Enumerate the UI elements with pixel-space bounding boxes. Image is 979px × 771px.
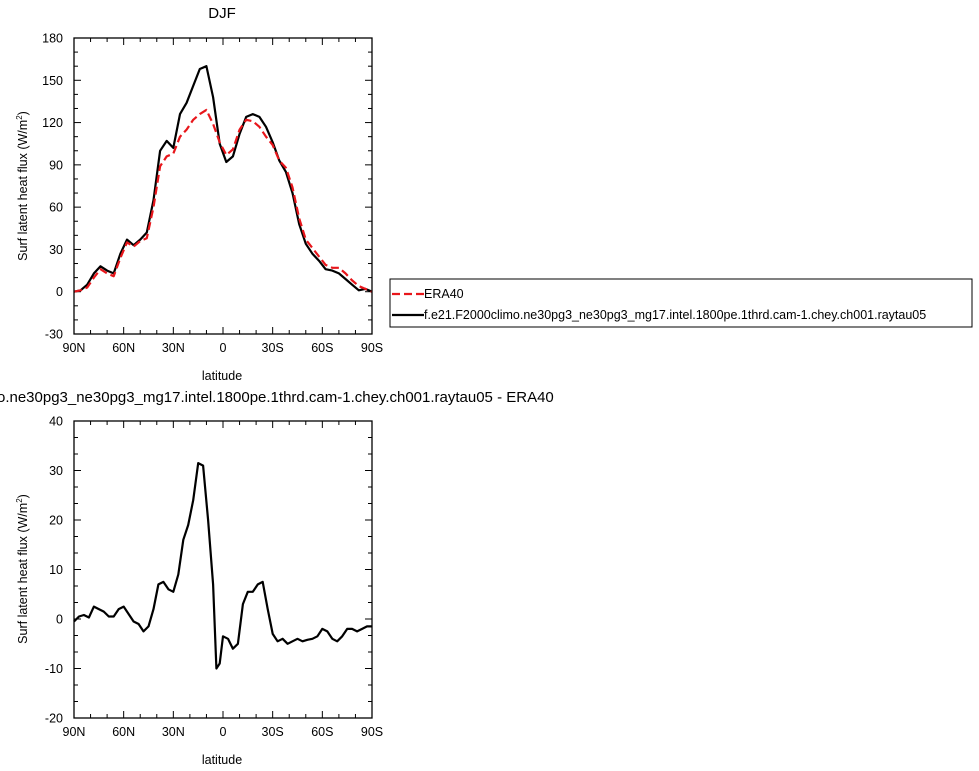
top-x-axis-label: latitude — [202, 369, 242, 383]
top-x-tick-label: 0 — [220, 341, 227, 355]
top-x-tick-label: 30N — [162, 341, 185, 355]
top-plot-frame — [73, 37, 373, 335]
bottom-x-tick-label: 30S — [262, 725, 284, 739]
bottom-y-tick-label: -20 — [45, 712, 63, 726]
bottom-panel: f.e21.F2000climo.ne30pg3_ne30pg3_mg17.in… — [0, 389, 554, 767]
top-plot-area: 90N 60N 30N 0 30S 60S 90S -30 0 30 60 90 120 150 180 — [42, 32, 383, 356]
legend-label-model: f.e21.F2000climo.ne30pg3_ne30pg3_mg17.in… — [424, 308, 926, 322]
bottom-y-tick-label: 20 — [49, 514, 63, 528]
top-y-tick-label: 180 — [42, 32, 63, 46]
bottom-x-tick-label: 90S — [361, 725, 383, 739]
bottom-y-tick-label: 30 — [49, 464, 63, 478]
top-x-tick-label: 30S — [262, 341, 284, 355]
top-y-tick-label: -30 — [45, 328, 63, 342]
legend-label-era40: ERA40 — [424, 287, 464, 301]
bottom-x-tick-label: 60S — [311, 725, 333, 739]
legend: ERA40 f.e21.F2000climo.ne30pg3_ne30pg3_m… — [389, 278, 973, 328]
top-y-tick-label: 30 — [49, 243, 63, 257]
top-y-tick-label: 60 — [49, 201, 63, 215]
bottom-x-tick-label: 90N — [63, 725, 86, 739]
bottom-y-tick-label: 10 — [49, 563, 63, 577]
top-y-tick-label: 120 — [42, 116, 63, 130]
top-x-tick-label: 90S — [361, 341, 383, 355]
top-y-tick-label: 0 — [56, 285, 63, 299]
bottom-y-tick-label: -10 — [45, 662, 63, 676]
bottom-plot-area: 90N 60N 30N 0 30S 60S 90S -20 -10 0 10 20 30 40 — [45, 415, 383, 740]
top-y-tick-label: 150 — [42, 74, 63, 88]
top-y-axis-label: Surf latent heat flux (W/m2) — [15, 111, 30, 261]
bottom-y-axis-label-superscript: 2 — [15, 498, 24, 503]
bottom-y-tick-label: 0 — [56, 613, 63, 627]
top-chart-title: DJF — [208, 5, 236, 22]
bottom-y-axis-label: Surf latent heat flux (W/m2) — [15, 494, 30, 644]
bottom-chart-title: f.e21.F2000climo.ne30pg3_ne30pg3_mg17.in… — [0, 389, 554, 406]
bottom-x-axis-label: latitude — [202, 753, 242, 767]
top-series-line-era40 — [73, 108, 373, 293]
bottom-plot-frame — [73, 420, 373, 719]
bottom-x-tick-label: 0 — [220, 725, 227, 739]
top-x-tick-label: 60N — [112, 341, 135, 355]
bottom-y-tick-label: 40 — [49, 415, 63, 429]
top-panel: DJF 90N 60N 30N 0 30S 60S 90S -30 0 30 60 90 120 150 1… — [15, 5, 383, 383]
top-y-axis-label-superscript: 2 — [15, 115, 24, 120]
top-y-tick-label: 90 — [49, 158, 63, 172]
bottom-x-tick-label: 30N — [162, 725, 185, 739]
top-x-tick-label: 60S — [311, 341, 333, 355]
top-series-line-model — [73, 65, 373, 293]
bottom-series-line-model — [73, 462, 372, 670]
bottom-x-tick-label: 60N — [112, 725, 135, 739]
legend-box — [389, 278, 973, 328]
top-x-tick-label: 90N — [63, 341, 86, 355]
